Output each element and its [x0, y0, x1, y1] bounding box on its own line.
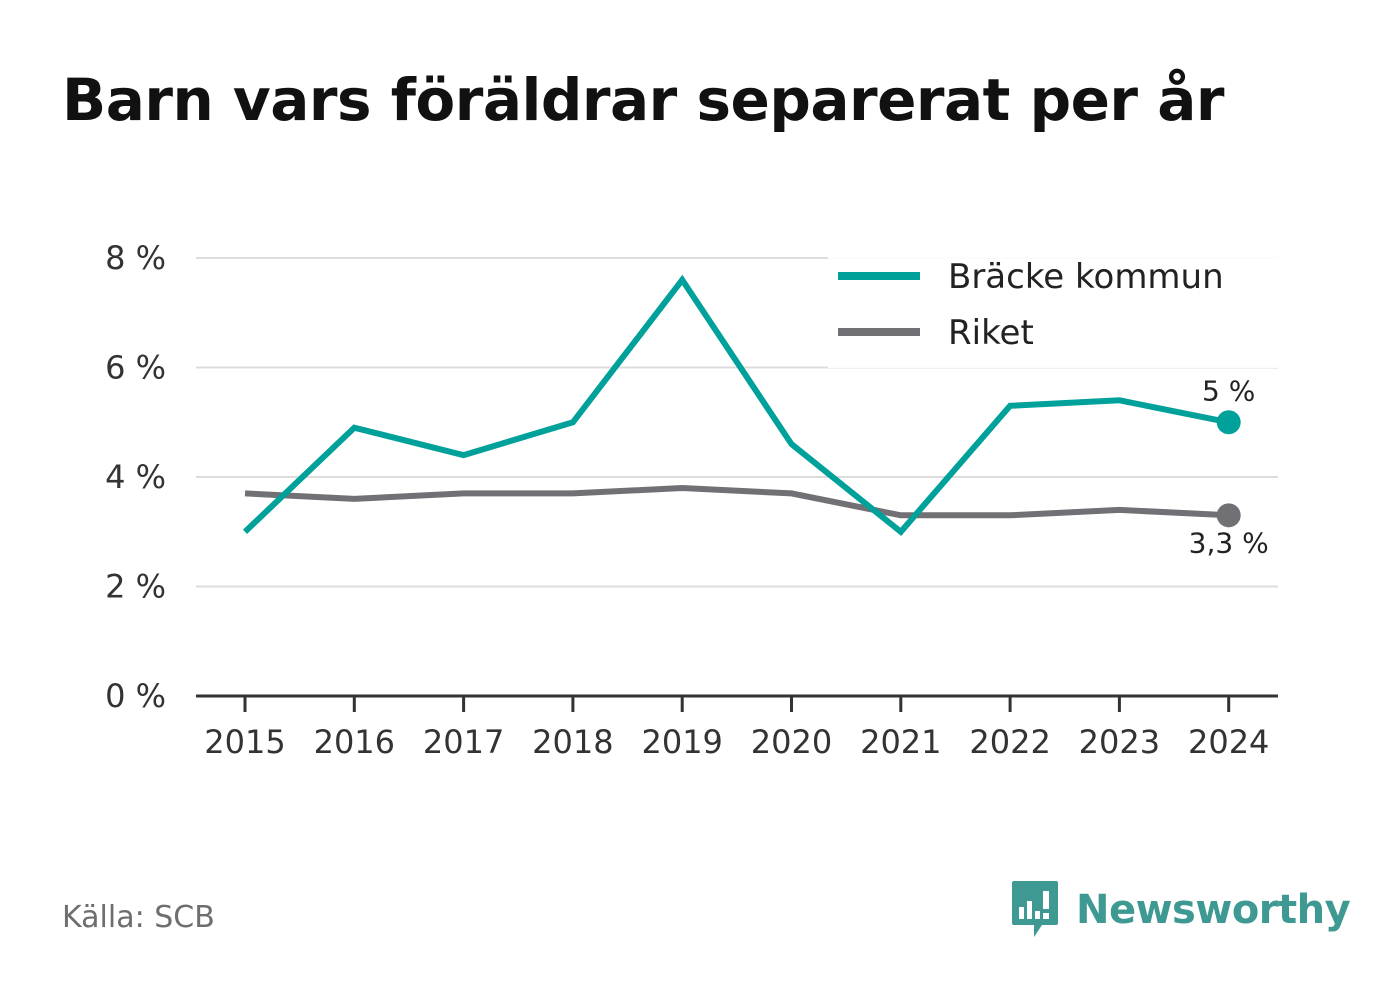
- series-line-1: [244, 484, 1229, 519]
- newsworthy-logo-icon: [1012, 881, 1058, 937]
- brand-logo[interactable]: Newsworthy: [1010, 878, 1351, 942]
- chart-title: Barn vars föräldrar separerat per år: [62, 66, 1224, 134]
- y-tick-label: 8 %: [105, 239, 166, 277]
- x-tick-label: 2022: [969, 723, 1050, 761]
- end-value-label: 5 %: [1202, 374, 1255, 407]
- y-tick-label: 0 %: [105, 677, 166, 715]
- brand-name: Newsworthy: [1076, 887, 1351, 933]
- legend-background: [828, 250, 1278, 368]
- x-tick-label: 2016: [314, 723, 395, 761]
- x-tick-label: 2015: [204, 723, 285, 761]
- legend-label: Bräcke kommun: [948, 257, 1224, 297]
- y-tick-label: 2 %: [105, 568, 166, 606]
- x-tick-label: 2018: [532, 723, 613, 761]
- x-tick-label: 2019: [641, 723, 722, 761]
- series-lines: 5 % 3,3 %: [242, 274, 1269, 559]
- x-axis: 2015 2016 2017 2018 2019 2020 2021 2022 2023 2024: [196, 694, 1278, 761]
- y-tick-label: 4 %: [105, 458, 166, 496]
- legend-label: Riket: [948, 313, 1034, 353]
- series-line-0: [242, 274, 1230, 536]
- y-axis-ticks: 0 % 2 % 4 % 6 % 8 %: [105, 239, 166, 715]
- x-tick-label: 2020: [751, 723, 832, 761]
- series-end-point-0: [1216, 410, 1241, 435]
- end-value-label: 3,3 %: [1189, 526, 1269, 559]
- legend: Bräcke kommun Riket: [828, 250, 1278, 368]
- x-tick-label: 2023: [1079, 723, 1160, 761]
- x-tick-label: 2024: [1188, 723, 1269, 761]
- x-tick-label: 2017: [423, 723, 504, 761]
- series-end-point-1: [1216, 503, 1241, 528]
- source-note: Källa: SCB: [62, 900, 215, 935]
- y-tick-label: 6 %: [105, 349, 166, 387]
- x-tick-label: 2021: [860, 723, 941, 761]
